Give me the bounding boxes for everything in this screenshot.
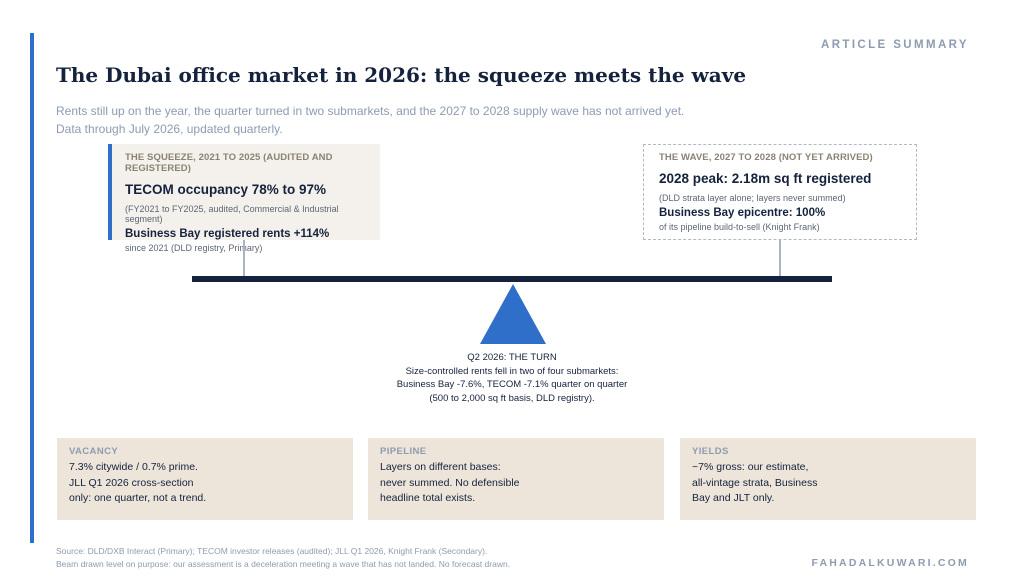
wave-note: (DLD strata layer alone; layers never su… [659,193,846,203]
squeeze-headline: TECOM occupancy 78% to 97% [125,182,327,197]
card-body: ~7% gross: our estimate, all-vintage str… [692,460,964,507]
yields-card: YIELDS ~7% gross: our estimate, all-vint… [680,438,976,520]
turn-text-line: (500 to 2,000 sq ft basis, DLD registry)… [429,392,595,404]
turn-annotation: Q2 2026: THE TURN Size-controlled rents … [362,351,662,405]
vacancy-card: VACANCY 7.3% citywide / 0.7% prime. JLL … [57,438,353,520]
left-accent-bar [30,33,34,543]
card-line: only: one quarter, not a trend. [69,492,207,504]
card-kicker: VACANCY [69,446,119,457]
card-line: Layers on different bases: [380,461,501,473]
subtitle-line: Rents still up on the year, the quarter … [56,104,685,118]
article-summary-kicker: ARTICLE SUMMARY [820,39,969,51]
squeeze-box: THE SQUEEZE, 2021 TO 2025 (AUDITED AND R… [108,144,380,253]
wave-connector-post [779,240,781,276]
card-line: 7.3% citywide / 0.7% prime. [69,461,198,473]
wave-box: THE WAVE, 2027 TO 2028 (NOT YET ARRIVED)… [643,144,917,240]
source-note: Source: DLD/DXB Interact (Primary); TECO… [56,545,676,571]
card-kicker: PIPELINE [380,446,427,457]
turn-text-line: Size-controlled rents fell in two of fou… [405,365,619,377]
card-line: JLL Q1 2026 cross-section [69,476,194,489]
card-line: ~7% gross: our estimate, [692,461,809,473]
page-title: The Dubai office market in 2026: the squ… [56,63,747,87]
site-brand: FAHADALKUWARI.COM [811,557,969,569]
squeeze-kicker: THE SQUEEZE, 2021 TO 2025 (AUDITED AND R… [125,152,333,174]
squeeze-rents-stat: Business Bay registered rents +114% [125,228,330,240]
source-line: Beam drawn level on purpose: our assessm… [56,559,511,569]
card-kicker: YIELDS [692,446,729,457]
squeeze-connector-post [243,240,245,276]
wave-kicker: THE WAVE, 2027 TO 2028 (NOT YET ARRIVED) [659,152,873,163]
card-line: Bay and JLT only. [692,492,775,504]
balance-beam [192,276,832,282]
wave-headline: 2028 peak: 2.18m sq ft registered [659,171,872,186]
turn-text-line: Business Bay -7.6%, TECOM -7.1% quarter … [396,379,628,390]
source-line: Source: DLD/DXB Interact (Primary); TECO… [56,546,488,556]
subtitle-line: Data through July 2026, updated quarterl… [56,122,283,136]
wave-epicentre-stat: Business Bay epicentre: 100% [659,207,826,219]
card-line: all-vintage strata, Business [692,476,818,489]
card-line: never summed. No defensible [380,476,520,489]
squeeze-rents-source: since 2021 (DLD registry, Primary) [125,243,263,253]
card-body: 7.3% citywide / 0.7% prime. JLL Q1 2026 … [69,460,341,507]
page-subtitle: Rents still up on the year, the quarter … [56,102,756,138]
card-line: headline total exists. [380,492,476,504]
card-body: Layers on different bases: never summed.… [380,460,652,507]
fulcrum-triangle [480,284,546,344]
turn-heading: Q2 2026: THE TURN [467,352,557,363]
squeeze-note: (FY2021 to FY2025, audited, Commercial &… [125,204,339,224]
pipeline-card: PIPELINE Layers on different bases: neve… [368,438,664,520]
wave-epicentre-source: of its pipeline build-to-sell (Knight Fr… [659,222,820,232]
